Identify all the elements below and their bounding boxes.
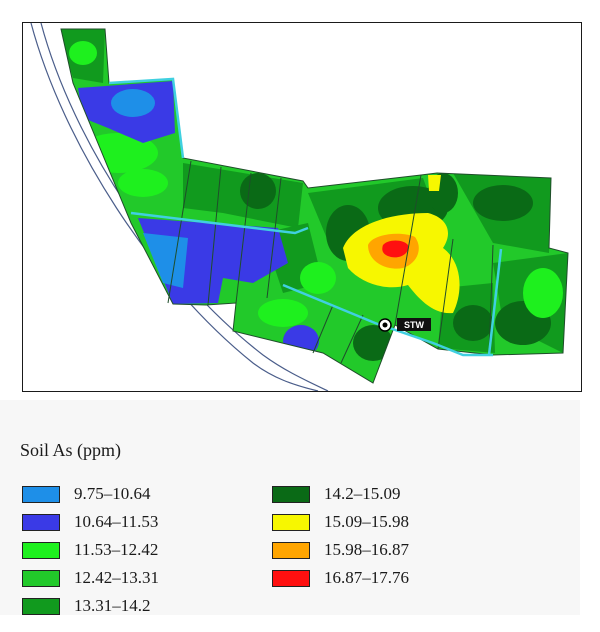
legend-item: 14.2–15.09 xyxy=(272,480,409,508)
hotspot-red xyxy=(382,240,409,258)
legend-label: 16.87–17.76 xyxy=(324,568,409,587)
legend-item: 15.98–16.87 xyxy=(272,536,409,564)
legend-label: 15.09–15.98 xyxy=(324,512,409,531)
legend-label: 13.31–14.2 xyxy=(74,596,151,615)
legend-swatch xyxy=(22,569,60,587)
legend-swatch xyxy=(22,541,60,559)
legend-swatch xyxy=(272,485,310,503)
legend-item: 11.53–12.42 xyxy=(22,536,159,564)
legend-swatch xyxy=(22,485,60,503)
legend-column-left: 9.75–10.64 10.64–11.53 11.53–12.42 12.42… xyxy=(22,480,159,620)
legend-swatch xyxy=(272,569,310,587)
legend-item: 13.31–14.2 xyxy=(22,592,159,620)
soil-arsenic-map: STW xyxy=(22,22,582,392)
legend-title: Soil As (ppm) xyxy=(20,440,122,460)
legend-swatch xyxy=(272,513,310,531)
legend-swatch xyxy=(272,541,310,559)
legend-label: 14.2–15.09 xyxy=(324,484,401,503)
hotspot-yellow xyxy=(428,175,441,191)
legend-item: 10.64–11.53 xyxy=(22,508,159,536)
legend-item: 15.09–15.98 xyxy=(272,508,409,536)
legend-item: 12.42–13.31 xyxy=(22,564,159,592)
legend-swatch xyxy=(22,513,60,531)
legend-column-right: 14.2–15.09 15.09–15.98 15.98–16.87 16.87… xyxy=(272,480,409,592)
legend-swatch xyxy=(22,597,60,615)
legend-label: 15.98–16.87 xyxy=(324,540,409,559)
legend-label: 9.75–10.64 xyxy=(74,484,151,503)
legend-label: 11.53–12.42 xyxy=(74,540,159,559)
station-marker: STW xyxy=(378,318,431,332)
legend-label: 10.64–11.53 xyxy=(74,512,159,531)
station-label: STW xyxy=(404,320,425,330)
legend-item: 9.75–10.64 xyxy=(22,480,159,508)
legend-label: 12.42–13.31 xyxy=(74,568,159,587)
legend-item: 16.87–17.76 xyxy=(272,564,409,592)
